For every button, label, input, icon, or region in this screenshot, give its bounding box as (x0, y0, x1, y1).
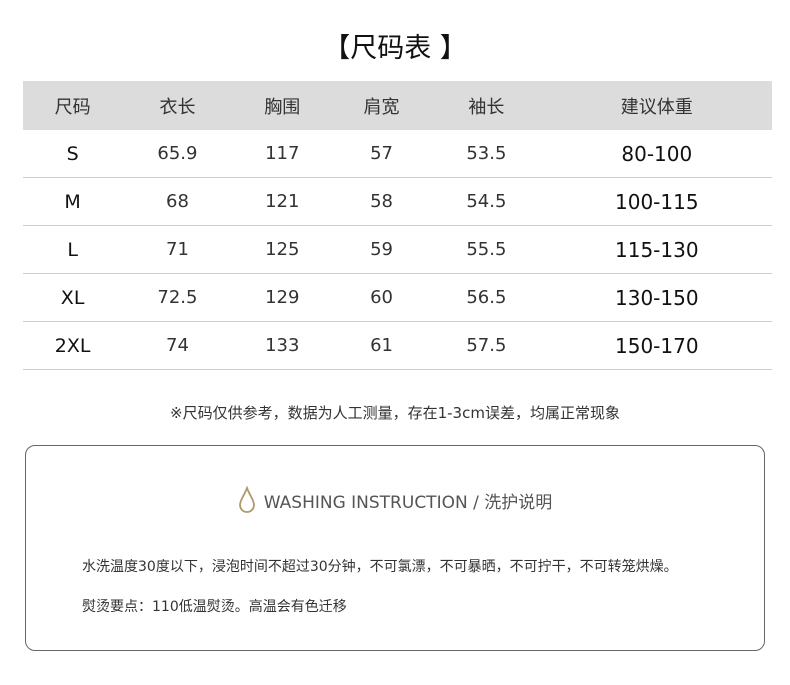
shoulder-cell: 60 (331, 273, 432, 322)
size-table: 尺码 衣长 胸围 肩宽 袖长 建议体重 S 65.9 117 57 53.5 80-100… (23, 81, 772, 370)
length-cell: 71 (122, 225, 233, 274)
table-header-row: 尺码 衣长 胸围 肩宽 袖长 建议体重 (23, 81, 772, 130)
chest-cell: 133 (232, 321, 332, 370)
table-row: M 68 121 58 54.5 100-115 (23, 177, 772, 226)
length-cell: 74 (122, 321, 233, 370)
table-row: 2XL 74 133 61 57.5 150-170 (23, 321, 772, 370)
sleeve-cell: 54.5 (431, 177, 542, 226)
washing-instruction-panel: WASHING INSTRUCTION / 洗护说明 水洗温度30度以下，浸泡时… (25, 445, 765, 651)
weight-cell: 80-100 (541, 130, 772, 178)
header-chest: 胸围 (232, 81, 332, 130)
shoulder-cell: 59 (331, 225, 432, 274)
chest-cell: 117 (232, 130, 332, 178)
sleeve-cell: 56.5 (431, 273, 542, 322)
table-row: XL 72.5 129 60 56.5 130-150 (23, 273, 772, 322)
size-cell: S (23, 130, 123, 178)
header-weight: 建议体重 (541, 81, 772, 130)
header-length: 衣长 (122, 81, 233, 130)
sleeve-cell: 55.5 (431, 225, 542, 274)
shoulder-cell: 58 (331, 177, 432, 226)
header-shoulder: 肩宽 (331, 81, 432, 130)
table-row: L 71 125 59 55.5 115-130 (23, 225, 772, 274)
shoulder-cell: 57 (331, 130, 432, 178)
length-cell: 68 (122, 177, 233, 226)
header-size: 尺码 (23, 81, 123, 130)
washing-text: 水洗温度30度以下，浸泡时间不超过30分钟，不可氯漂，不可暴晒，不可拧干，不可转… (82, 559, 678, 575)
length-cell: 72.5 (122, 273, 233, 322)
weight-cell: 100-115 (541, 177, 772, 226)
ironing-text: 熨烫要点：110低温熨烫。高温会有色迁移 (82, 599, 347, 615)
shoulder-cell: 61 (331, 321, 432, 370)
water-drop-icon (238, 486, 255, 513)
measurement-note: ※尺码仅供参考，数据为人工测量，存在1-3cm误差，均属正常现象 (170, 404, 620, 422)
weight-cell: 150-170 (541, 321, 772, 370)
chest-cell: 121 (232, 177, 332, 226)
chest-cell: 125 (232, 225, 332, 274)
size-cell: 2XL (23, 321, 123, 370)
page-title: 【尺码表 】 (323, 33, 467, 64)
washing-heading-row: WASHING INSTRUCTION / 洗护说明 (26, 486, 764, 514)
header-sleeve: 袖长 (431, 81, 542, 130)
size-cell: L (23, 225, 123, 274)
sleeve-cell: 53.5 (431, 130, 542, 178)
length-cell: 65.9 (122, 130, 233, 178)
washing-heading: WASHING INSTRUCTION / 洗护说明 (263, 492, 553, 513)
sleeve-cell: 57.5 (431, 321, 542, 370)
chest-cell: 129 (232, 273, 332, 322)
size-cell: M (23, 177, 123, 226)
weight-cell: 115-130 (541, 225, 772, 274)
size-cell: XL (23, 273, 123, 322)
weight-cell: 130-150 (541, 273, 772, 322)
table-row: S 65.9 117 57 53.5 80-100 (23, 130, 772, 178)
